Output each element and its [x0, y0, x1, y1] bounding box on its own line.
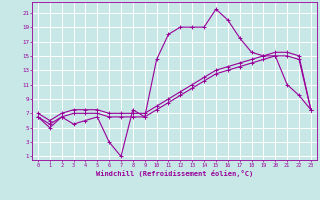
X-axis label: Windchill (Refroidissement éolien,°C): Windchill (Refroidissement éolien,°C) — [96, 170, 253, 177]
